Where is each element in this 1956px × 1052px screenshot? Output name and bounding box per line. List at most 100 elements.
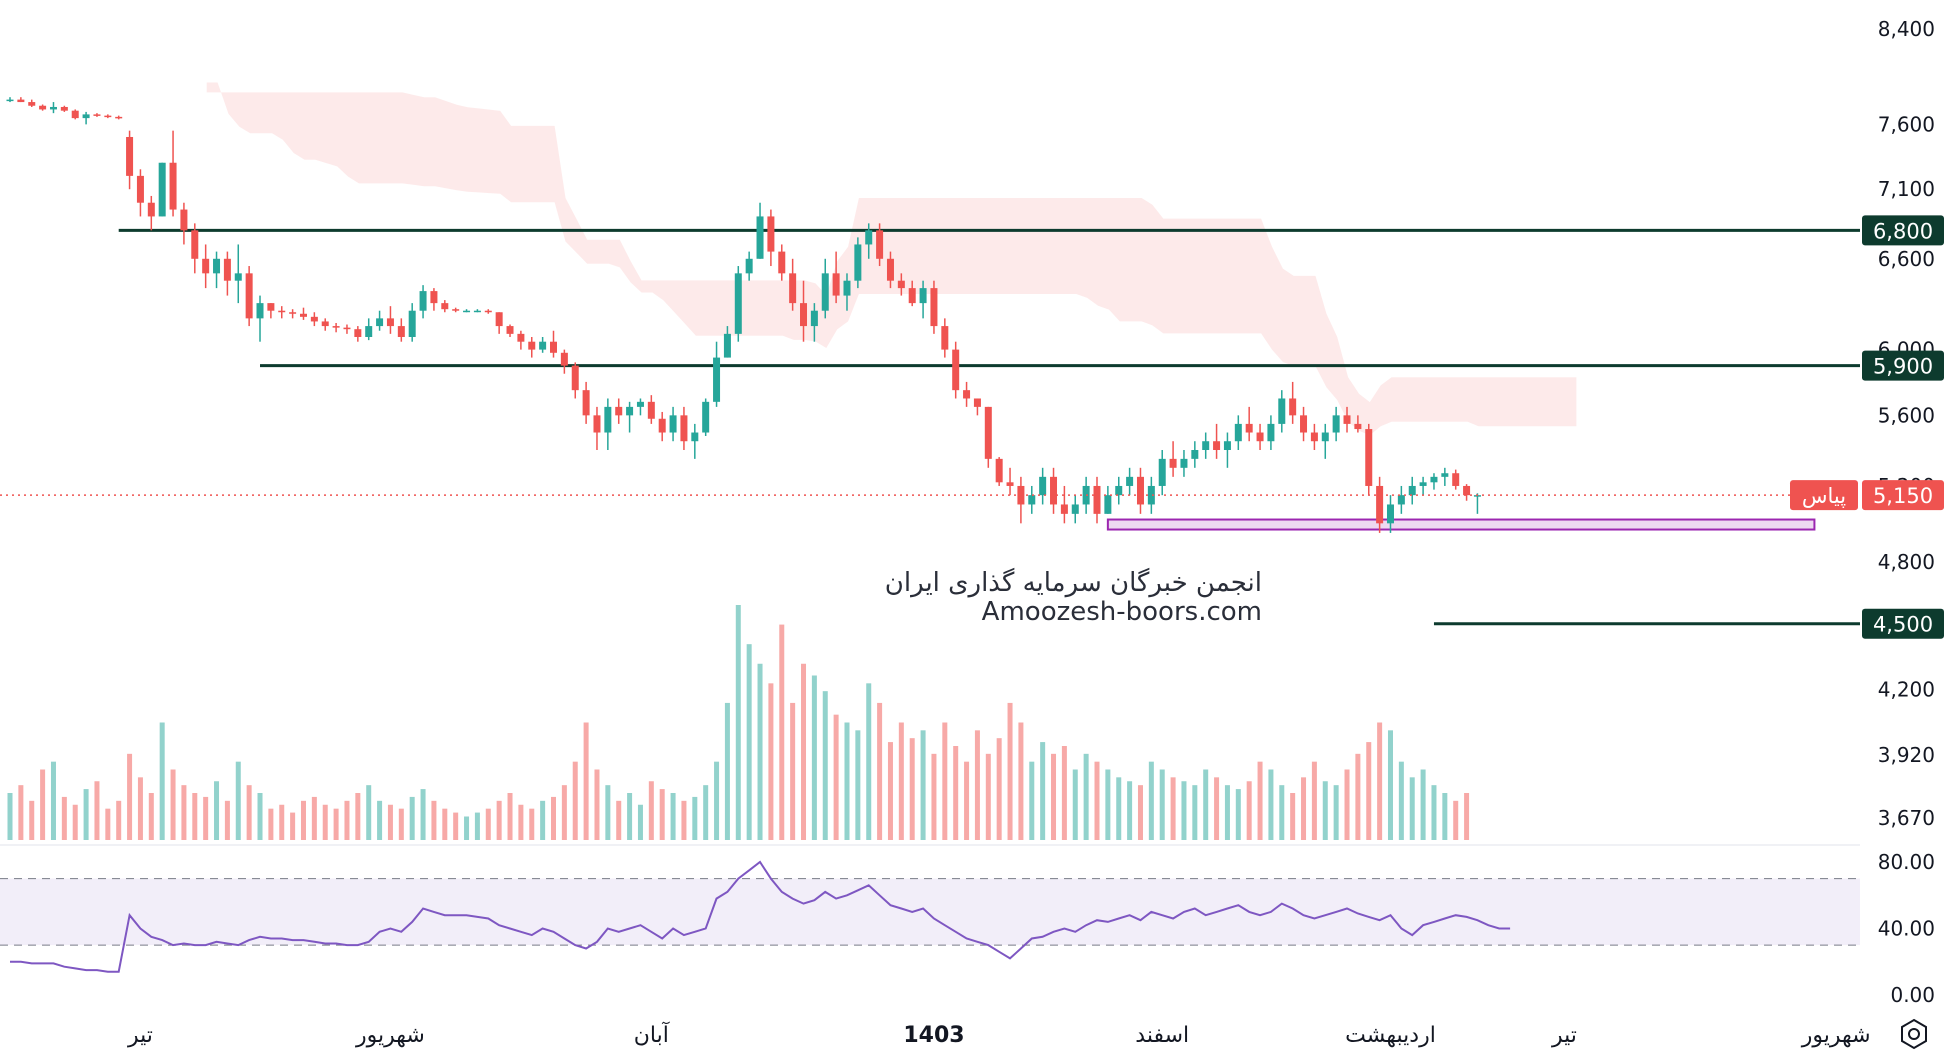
candle: [1180, 450, 1188, 477]
volume-bar: [322, 804, 328, 840]
candle: [245, 266, 253, 327]
volume-bar: [637, 804, 643, 840]
candle: [28, 99, 36, 107]
candle: [1234, 415, 1242, 451]
candle: [571, 362, 579, 399]
candle: [658, 411, 666, 442]
candle: [17, 97, 25, 103]
time-tick-label: شهریور: [1801, 1023, 1871, 1048]
candle: [1419, 476, 1427, 496]
volume-bar: [1453, 800, 1459, 840]
candle: [626, 401, 634, 433]
price-tick-label: 3,920: [1878, 743, 1935, 767]
candle: [1256, 423, 1264, 451]
candle: [995, 457, 1003, 486]
volume-bar: [1377, 722, 1383, 840]
candle: [234, 244, 242, 304]
support-zone-rect: [1106, 518, 1816, 531]
candle: [6, 97, 14, 103]
candle: [821, 258, 829, 319]
candle: [1386, 495, 1394, 533]
candle: [332, 322, 340, 333]
volume-bar: [203, 796, 209, 840]
candle: [1332, 406, 1340, 442]
rsi-tick-label: 0.00: [1890, 983, 1935, 1007]
price-tick-label: 5,600: [1878, 403, 1935, 427]
volume-bar: [442, 808, 448, 840]
volume-bar: [181, 785, 187, 840]
candle: [604, 398, 612, 451]
candle: [1376, 476, 1384, 533]
volume-bar: [953, 746, 959, 840]
candle: [734, 266, 742, 342]
candle: [1289, 381, 1297, 424]
volume-bar: [583, 722, 589, 840]
candle: [147, 195, 155, 231]
candle: [1354, 415, 1362, 433]
volume-bar: [507, 793, 513, 840]
volume-bar: [159, 722, 165, 840]
volume-bar: [605, 785, 611, 840]
price-axis[interactable]: 8,4007,6007,1006,6006,0005,6005,2004,800…: [1878, 17, 1935, 830]
candle: [647, 395, 655, 424]
volume-bar: [1366, 742, 1372, 840]
volume-bar: [1203, 769, 1209, 840]
candle: [636, 398, 644, 416]
price-tick-label: 3,670: [1878, 806, 1935, 830]
volume-bar: [116, 800, 122, 840]
volume-bar: [1224, 785, 1230, 840]
volume-bar: [648, 781, 654, 840]
rsi-band-fill: [0, 878, 1860, 946]
candle: [593, 406, 601, 451]
volume-bar: [1029, 761, 1035, 840]
volume-bar: [757, 663, 763, 840]
watermark: انجمن خبرگان سرمایه گذاری ایران Amoozesh…: [885, 567, 1262, 627]
volume-bar: [1290, 793, 1296, 840]
candle: [386, 306, 394, 334]
volume-bar: [724, 702, 730, 840]
volume-bar: [1051, 753, 1057, 840]
volume-bar: [561, 785, 567, 840]
settings-icon[interactable]: [1901, 1018, 1927, 1050]
last-price-badge: 5,150: [1862, 480, 1944, 511]
candle: [39, 104, 47, 111]
price-tick-label: 7,100: [1878, 177, 1935, 201]
volume-bar: [1094, 761, 1100, 840]
candle: [82, 111, 90, 125]
svg-text:5,150: 5,150: [1873, 484, 1933, 508]
candle: [930, 280, 938, 334]
volume-bar: [1322, 781, 1328, 840]
volume-bar: [1018, 722, 1024, 840]
volume-bar: [855, 730, 861, 840]
volume-bar: [224, 800, 230, 840]
candle: [136, 169, 144, 217]
candle: [495, 312, 503, 334]
time-tick-label: تیر: [1551, 1023, 1577, 1048]
rsi-axis[interactable]: 80.00 40.00 0.00: [1878, 850, 1935, 1007]
candle: [897, 273, 905, 296]
volume-bar: [942, 722, 948, 840]
candle: [1060, 485, 1068, 524]
candle: [256, 295, 264, 342]
candle: [397, 318, 405, 342]
volume-bar: [344, 800, 350, 840]
time-axis[interactable]: تیر شهریور آبان 1403 اسفند اردیبهشت تیر شهریور: [127, 1021, 1871, 1048]
candle: [1365, 423, 1373, 496]
volume-bar: [1246, 781, 1252, 840]
volume-bar: [290, 812, 296, 840]
candle: [158, 162, 166, 217]
volume-bar: [1257, 761, 1263, 840]
rsi-tick-label: 80.00: [1878, 850, 1935, 874]
price-tick-label: 7,600: [1878, 112, 1935, 136]
volume-bar: [996, 738, 1002, 840]
candle: [810, 303, 818, 342]
volume-bar: [464, 816, 470, 840]
volume-bar: [822, 691, 828, 840]
volume-bar: [420, 789, 426, 840]
candle: [789, 258, 797, 311]
volume-bar: [18, 785, 24, 840]
candle: [1321, 423, 1329, 459]
candle: [560, 349, 568, 374]
volume-bar: [540, 800, 546, 840]
